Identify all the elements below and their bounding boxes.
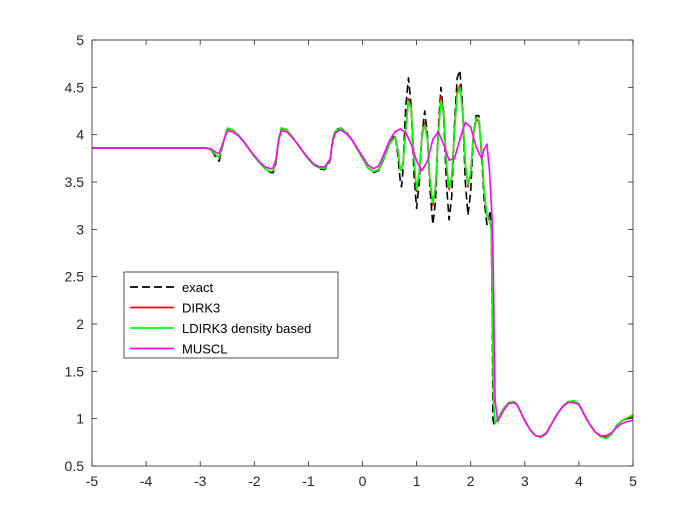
x-tick-label: 5	[629, 473, 637, 489]
x-tick-label: -1	[302, 473, 315, 489]
y-tick-label: 4	[76, 127, 84, 143]
legend-label: DIRK3	[182, 301, 220, 316]
y-tick-label: 2	[76, 316, 84, 332]
legend: exact DIRK3 LDIRK3 density based MUSCL	[123, 271, 339, 359]
plot-area	[92, 40, 633, 466]
series-line-3	[92, 121, 633, 438]
series-layer	[92, 69, 633, 440]
x-tick-label: -4	[140, 473, 153, 489]
y-tick-label: 0.5	[65, 458, 85, 474]
legend-label: exact	[182, 280, 213, 295]
legend-box	[123, 271, 339, 359]
x-tick-label: -3	[194, 473, 207, 489]
axes-layer: -5 -4 -3 -2 -1 0 1 2 3 4 5 0.5 1 1.5 2 2.5 3 3.5 4 4.5 5	[65, 32, 638, 489]
x-tick-label: 2	[467, 473, 475, 489]
x-tick-label: 1	[413, 473, 421, 489]
x-tick-label: 0	[359, 473, 367, 489]
y-tick-label: 3.5	[65, 174, 85, 190]
legend-label: LDIRK3 density based	[182, 321, 311, 336]
y-tick-label: 1	[76, 411, 84, 427]
y-tick-label: 1.5	[65, 363, 85, 379]
y-tick-label: 4.5	[65, 79, 85, 95]
y-tick-label: 3	[76, 221, 84, 237]
x-tick-label: 4	[575, 473, 583, 489]
x-tick-label: 3	[521, 473, 529, 489]
y-tick-label: 2.5	[65, 269, 85, 285]
legend-label: MUSCL	[182, 342, 228, 357]
x-tick-label: -2	[248, 473, 261, 489]
y-tick-label: 5	[76, 32, 84, 48]
x-tick-label: -5	[86, 473, 99, 489]
